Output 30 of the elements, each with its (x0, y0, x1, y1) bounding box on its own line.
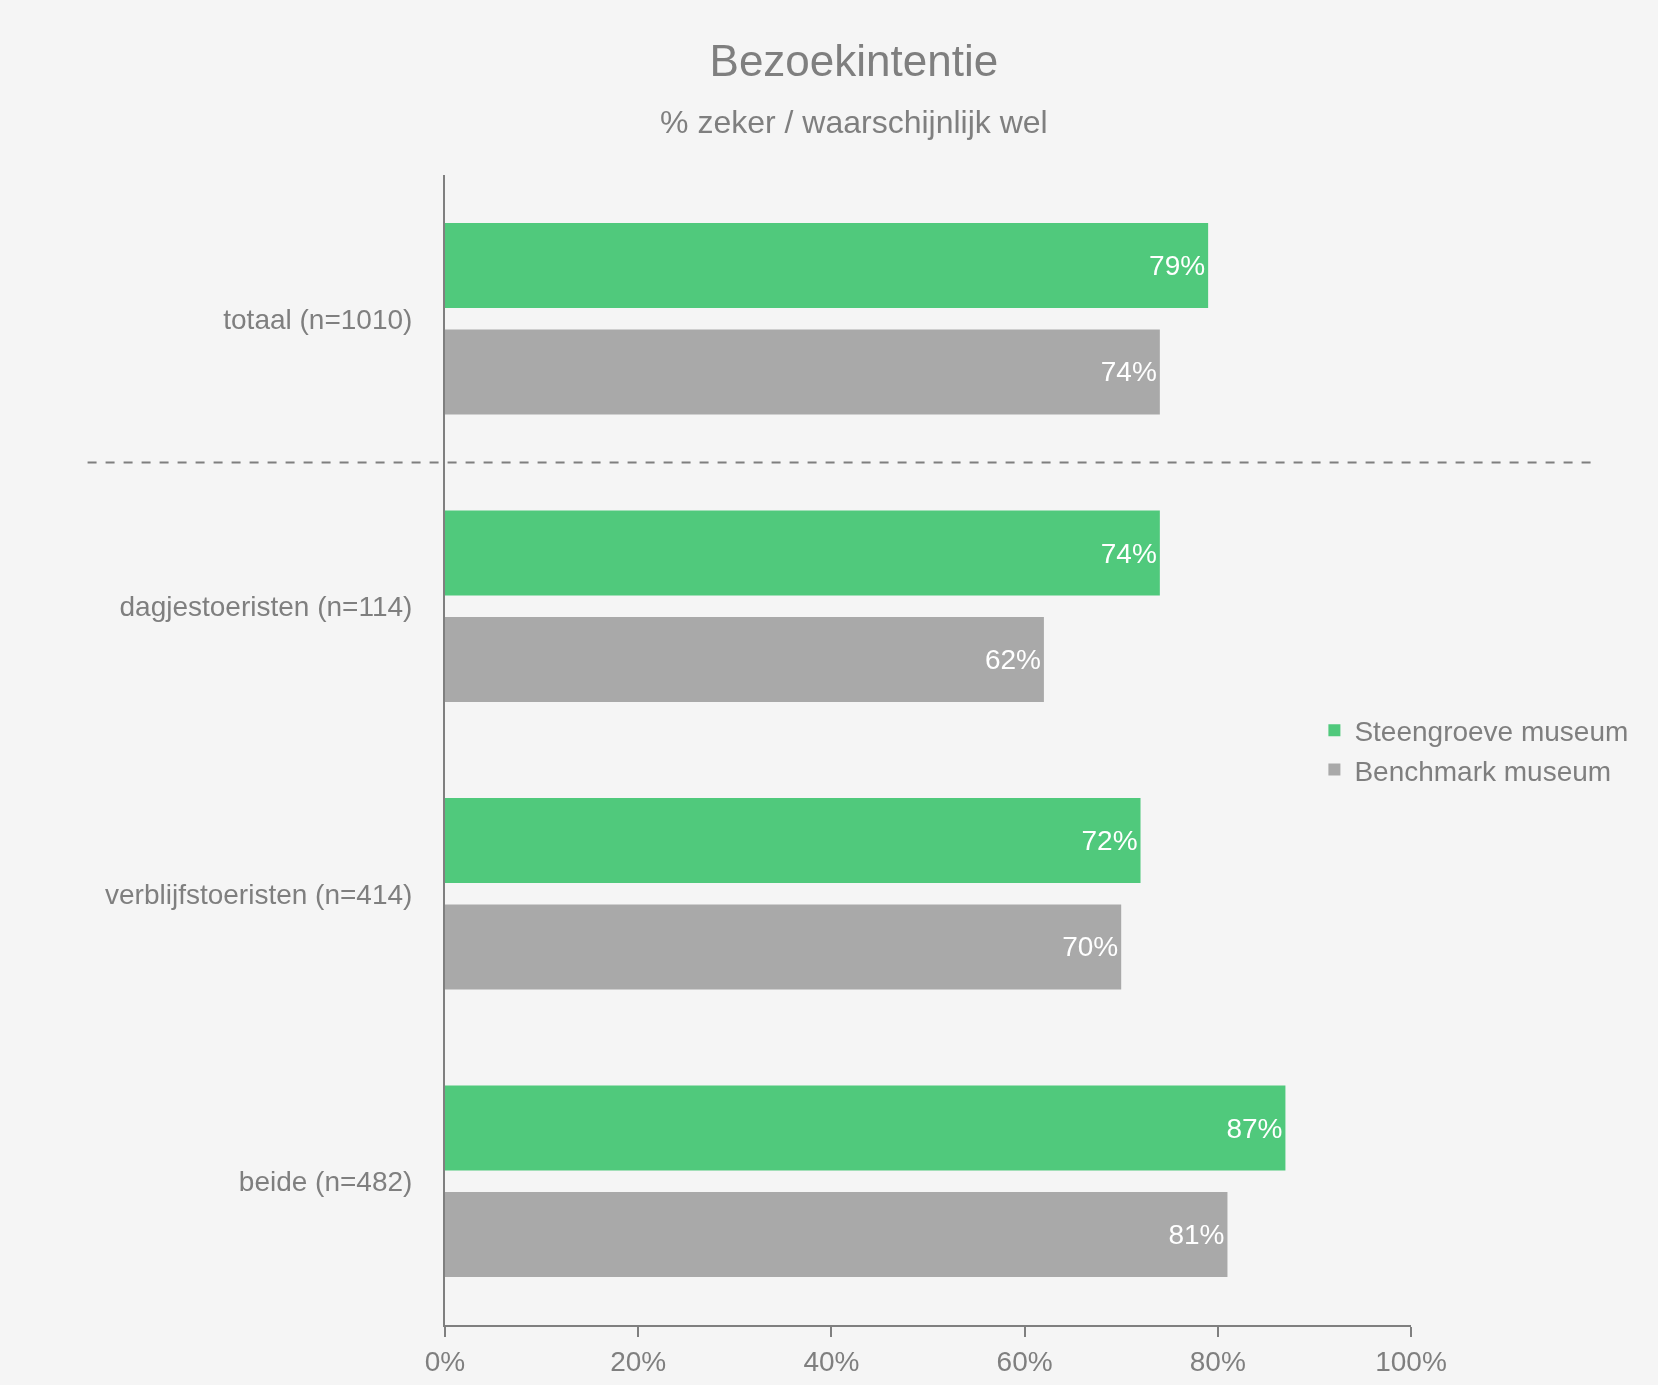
x-tick-label: 0% (424, 1345, 466, 1377)
legend-label: Steengroeve museum (1354, 716, 1629, 748)
data-label: 62% (984, 643, 1041, 675)
data-label: 70% (1062, 931, 1119, 963)
bar (445, 329, 1160, 415)
bar (445, 798, 1141, 884)
data-label: 74% (1100, 537, 1157, 569)
x-tick-label: 80% (1189, 1345, 1246, 1377)
bar (445, 510, 1160, 596)
x-tick-label: 20% (610, 1345, 667, 1377)
data-label: 72% (1081, 825, 1138, 857)
x-tick-label: 60% (996, 1345, 1053, 1377)
chart-title: Bezoekintentie (709, 36, 999, 86)
y-tick-label: beide (n=482) (238, 1166, 413, 1198)
bar (445, 1191, 1228, 1277)
y-tick-label: verblijfstoeristen (n=414) (105, 878, 413, 910)
data-label: 74% (1100, 356, 1157, 388)
data-label: 79% (1149, 250, 1206, 282)
bar (445, 1085, 1286, 1171)
y-tick-label: totaal (n=1010) (223, 303, 413, 335)
y-tick-label: dagjestoeristen (n=114) (119, 591, 413, 623)
x-tick-label: 40% (803, 1345, 860, 1377)
chart-subtitle: % zeker / waarschijnlijk wel (660, 104, 1048, 141)
x-tick-label: 100% (1375, 1345, 1447, 1377)
bar (445, 616, 1044, 702)
data-label: 87% (1226, 1112, 1283, 1144)
data-label: 81% (1168, 1218, 1225, 1250)
bar (445, 223, 1209, 309)
legend-label: Benchmark museum (1354, 755, 1612, 787)
bar (445, 904, 1122, 990)
